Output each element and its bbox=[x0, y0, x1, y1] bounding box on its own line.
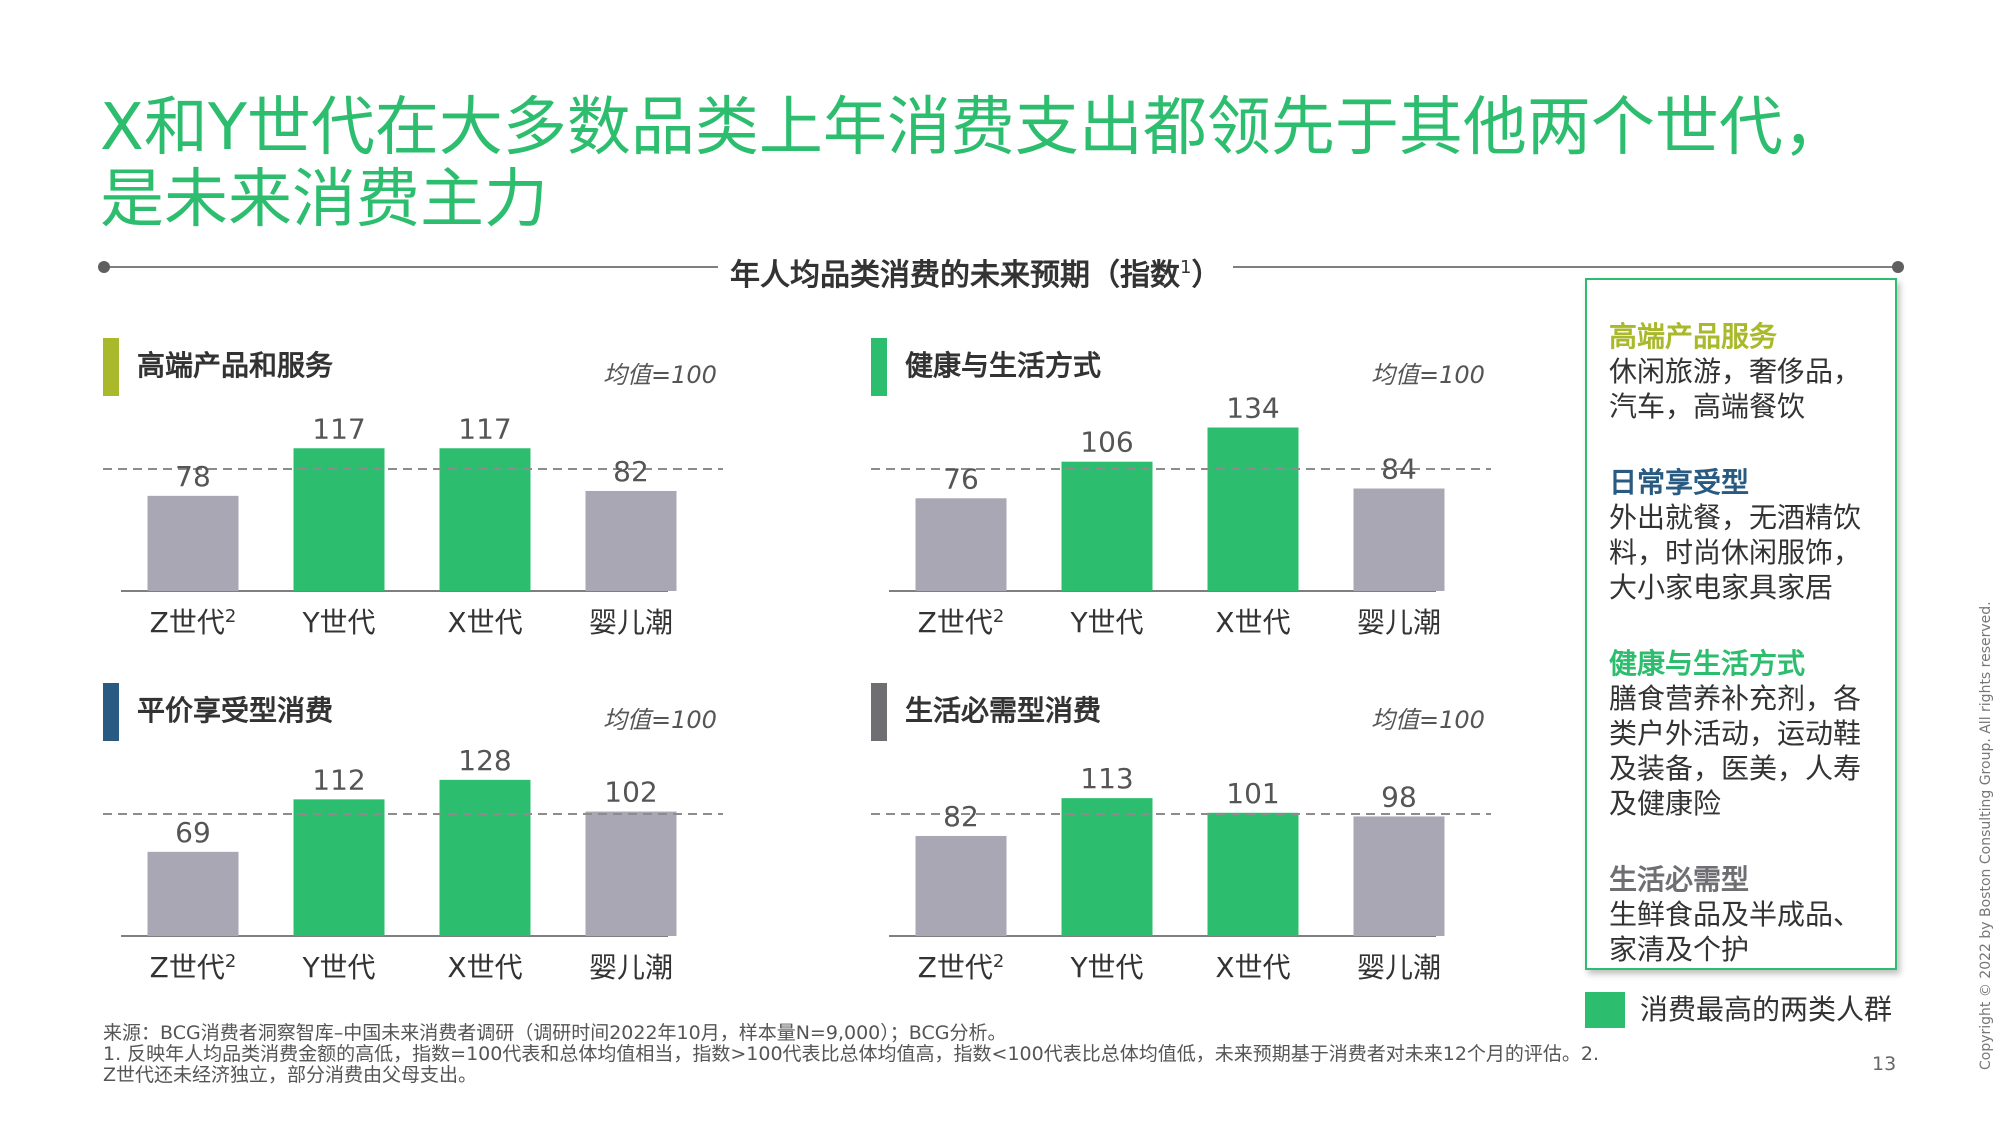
category-label: Y世代 bbox=[301, 951, 375, 984]
category-label: X世代 bbox=[447, 606, 522, 639]
chart-title: 生活必需型消费 bbox=[905, 694, 1102, 727]
category-color-bar bbox=[871, 338, 887, 396]
legend-text: 休闲旅游，奢侈品，汽车，高端餐饮 bbox=[1609, 355, 1862, 423]
data-label: 134 bbox=[1226, 392, 1279, 425]
bar bbox=[293, 799, 385, 936]
legend-text: 外出就餐，无酒精饮料，时尚休闲服饰，大小家电家具家居 bbox=[1609, 501, 1862, 604]
chart-title: 平价享受型消费 bbox=[137, 694, 334, 727]
bar-chart: 78 117 117 82 Z世代2 Y世代 X世代 婴儿潮 bbox=[103, 412, 723, 639]
category-label: 婴儿潮 bbox=[589, 951, 673, 984]
category-color-bar bbox=[103, 683, 119, 741]
category-label: 婴儿潮 bbox=[589, 606, 673, 639]
chart-panel-essentials: 生活必需型消费 均值=100 82 113 101 98 Z世代2 Y世代 X世代 婴儿潮 bbox=[871, 683, 1511, 1003]
bar bbox=[1353, 488, 1445, 591]
category-label: Z世代2 bbox=[150, 951, 237, 984]
chart-panel-health: 健康与生活方式 均值=100 76 106 134 84 Z世代2 Y世代 X世代 婴儿潮 bbox=[871, 338, 1511, 658]
mean-label: 均值=100 bbox=[1371, 361, 1485, 389]
data-label: 128 bbox=[458, 744, 511, 777]
data-label: 117 bbox=[312, 412, 365, 445]
bar bbox=[1207, 427, 1299, 591]
data-label: 76 bbox=[943, 462, 979, 495]
data-label: 102 bbox=[604, 776, 657, 809]
category-label: Z世代2 bbox=[918, 951, 1005, 984]
legend-item-premium: 高端产品服务 休闲旅游，奢侈品，汽车，高端餐饮 bbox=[1609, 320, 1895, 424]
bar-chart: 82 113 101 98 Z世代2 Y世代 X世代 婴儿潮 bbox=[871, 762, 1491, 984]
highlight-key-label: 消费最高的两类人群 bbox=[1640, 993, 1893, 1026]
category-label: 婴儿潮 bbox=[1357, 951, 1441, 984]
page-number: 13 bbox=[1872, 1053, 1897, 1075]
section-title: 年人均品类消费的未来预期（指数1） bbox=[718, 248, 1234, 296]
legend-item-health: 健康与生活方式 膳食营养补充剂，各类户外活动，运动鞋及装备，医美，人寿及健康险 bbox=[1609, 647, 1895, 821]
highlight-key-swatch bbox=[1585, 992, 1625, 1028]
bar bbox=[147, 495, 239, 591]
legend-heading: 生活必需型 bbox=[1609, 863, 1750, 896]
data-label: 112 bbox=[312, 763, 365, 796]
category-label: Z世代2 bbox=[150, 606, 237, 639]
data-label: 84 bbox=[1381, 453, 1417, 486]
bar bbox=[1061, 461, 1153, 591]
data-label: 78 bbox=[175, 460, 211, 493]
divider-dot-right bbox=[1892, 261, 1904, 273]
data-label: 82 bbox=[943, 800, 979, 833]
category-legend: 高端产品服务 休闲旅游，奢侈品，汽车，高端餐饮 日常享受型 外出就餐，无酒精饮料… bbox=[1585, 278, 1897, 970]
legend-heading: 高端产品服务 bbox=[1609, 320, 1778, 353]
data-label: 101 bbox=[1226, 777, 1279, 810]
legend-heading: 健康与生活方式 bbox=[1609, 647, 1806, 680]
category-label: X世代 bbox=[447, 951, 522, 984]
category-label: X世代 bbox=[1215, 606, 1290, 639]
data-label: 69 bbox=[175, 816, 211, 849]
category-label: Y世代 bbox=[1069, 606, 1143, 639]
category-color-bar bbox=[871, 683, 887, 741]
bar bbox=[915, 498, 1007, 591]
data-label: 106 bbox=[1080, 426, 1133, 459]
data-label: 117 bbox=[458, 412, 511, 445]
data-label: 113 bbox=[1080, 762, 1133, 795]
bar bbox=[915, 835, 1007, 936]
category-label: 婴儿潮 bbox=[1357, 606, 1441, 639]
title-line-1: X和Y世代在大多数品类上年消费支出都领先于其他两个世代， bbox=[100, 91, 1847, 165]
bar-chart: 69 112 128 102 Z世代2 Y世代 X世代 婴儿潮 bbox=[103, 744, 723, 984]
bar bbox=[585, 811, 677, 936]
bar bbox=[585, 490, 677, 591]
chart-panel-premium: 高端产品和服务 均值=100 78 117 117 82 Z世代2 Y世代 X世代 婴儿潮 bbox=[103, 338, 743, 658]
category-label: Z世代2 bbox=[918, 606, 1005, 639]
bar-chart: 76 106 134 84 Z世代2 Y世代 X世代 婴儿潮 bbox=[871, 392, 1491, 639]
chart-title: 健康与生活方式 bbox=[905, 349, 1102, 382]
bar bbox=[439, 448, 531, 591]
title-line-2: 是未来消费主力 bbox=[100, 163, 548, 237]
data-label: 98 bbox=[1381, 780, 1417, 813]
chart-panel-affordable: 平价享受型消费 均值=100 69 112 128 102 Z世代2 Y世代 X世代 婴儿潮 bbox=[103, 683, 743, 1003]
legend-heading: 日常享受型 bbox=[1609, 466, 1750, 499]
section-title-footnote: 1 bbox=[1180, 257, 1192, 278]
bar bbox=[439, 779, 531, 936]
bar bbox=[1207, 812, 1299, 936]
data-label: 82 bbox=[613, 455, 649, 488]
footnotes: 来源：BCG消费者洞察智库–中国未来消费者调研（调研时间2022年10月，样本量… bbox=[103, 1023, 1603, 1086]
chart-title: 高端产品和服务 bbox=[137, 349, 334, 382]
mean-label: 均值=100 bbox=[603, 706, 717, 734]
category-label: X世代 bbox=[1215, 951, 1290, 984]
section-title-text: 年人均品类消费的未来预期（指数 bbox=[730, 258, 1180, 293]
legend-item-essentials: 生活必需型 生鲜食品及半成品、家清及个护 bbox=[1609, 863, 1895, 967]
source-note: 来源：BCG消费者洞察智库–中国未来消费者调研（调研时间2022年10月，样本量… bbox=[103, 1022, 1007, 1044]
mean-label: 均值=100 bbox=[1371, 706, 1485, 734]
section-title-end: ） bbox=[1191, 258, 1222, 293]
bar bbox=[1061, 798, 1153, 936]
bar bbox=[147, 851, 239, 936]
category-label: Y世代 bbox=[1069, 951, 1143, 984]
page-title: X和Y世代在大多数品类上年消费支出都领先于其他两个世代， 是未来消费主力 bbox=[100, 92, 1950, 236]
category-label: Y世代 bbox=[301, 606, 375, 639]
bar bbox=[293, 448, 385, 591]
footnote-1: 1. 反映年人均品类消费金额的高低，指数=100代表和总体均值相当，指数>100… bbox=[103, 1043, 1600, 1086]
legend-text: 膳食营养补充剂，各类户外活动，运动鞋及装备，医美，人寿及健康险 bbox=[1609, 682, 1862, 820]
copyright-notice: Copyright © 2022 by Boston Consulting Gr… bbox=[1978, 601, 1994, 1070]
bar bbox=[1353, 816, 1445, 936]
category-color-bar bbox=[103, 338, 119, 396]
mean-label: 均值=100 bbox=[603, 361, 717, 389]
legend-text: 生鲜食品及半成品、家清及个护 bbox=[1609, 898, 1862, 966]
divider-dot-left bbox=[98, 261, 110, 273]
legend-item-daily: 日常享受型 外出就餐，无酒精饮料，时尚休闲服饰，大小家电家具家居 bbox=[1609, 466, 1895, 605]
